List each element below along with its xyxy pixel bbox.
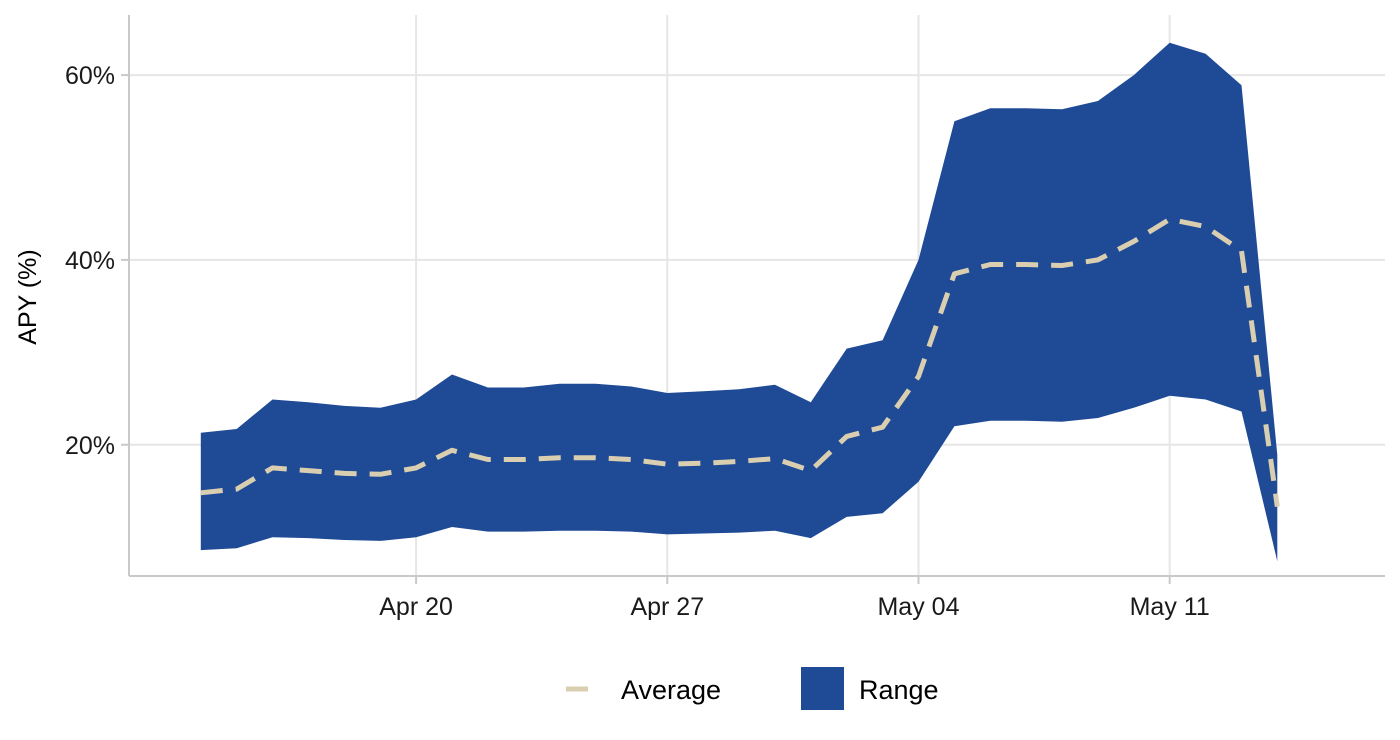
x-tick-label-0: Apr 20	[379, 593, 453, 621]
legend: Average Range	[566, 667, 939, 710]
y-tick-label-1: 40%	[65, 247, 115, 275]
legend-range-label: Range	[859, 675, 939, 705]
y-tick-label-0: 20%	[65, 432, 115, 460]
x-tick-label-2: May 04	[877, 593, 959, 621]
y-axis-title: APY (%)	[14, 249, 42, 344]
x-tick-label-1: Apr 27	[630, 593, 704, 621]
y-axis-ticks: 20% 40% 60%	[65, 62, 129, 460]
legend-item-range: Range	[801, 667, 939, 710]
average-line	[200, 216, 1280, 508]
range-ribbon	[200, 42, 1278, 562]
x-tick-label-3: May 11	[1130, 593, 1210, 621]
axes	[128, 15, 1385, 577]
x-axis-ticks: Apr 20 Apr 27 May 04 May 11	[379, 576, 1210, 621]
range-ribbon-layer	[200, 42, 1278, 562]
y-tick-label-2: 60%	[65, 62, 115, 90]
legend-average-label: Average	[621, 675, 721, 705]
legend-item-average: Average	[566, 675, 721, 705]
legend-range-key	[801, 667, 844, 710]
average-line-layer	[200, 216, 1280, 508]
